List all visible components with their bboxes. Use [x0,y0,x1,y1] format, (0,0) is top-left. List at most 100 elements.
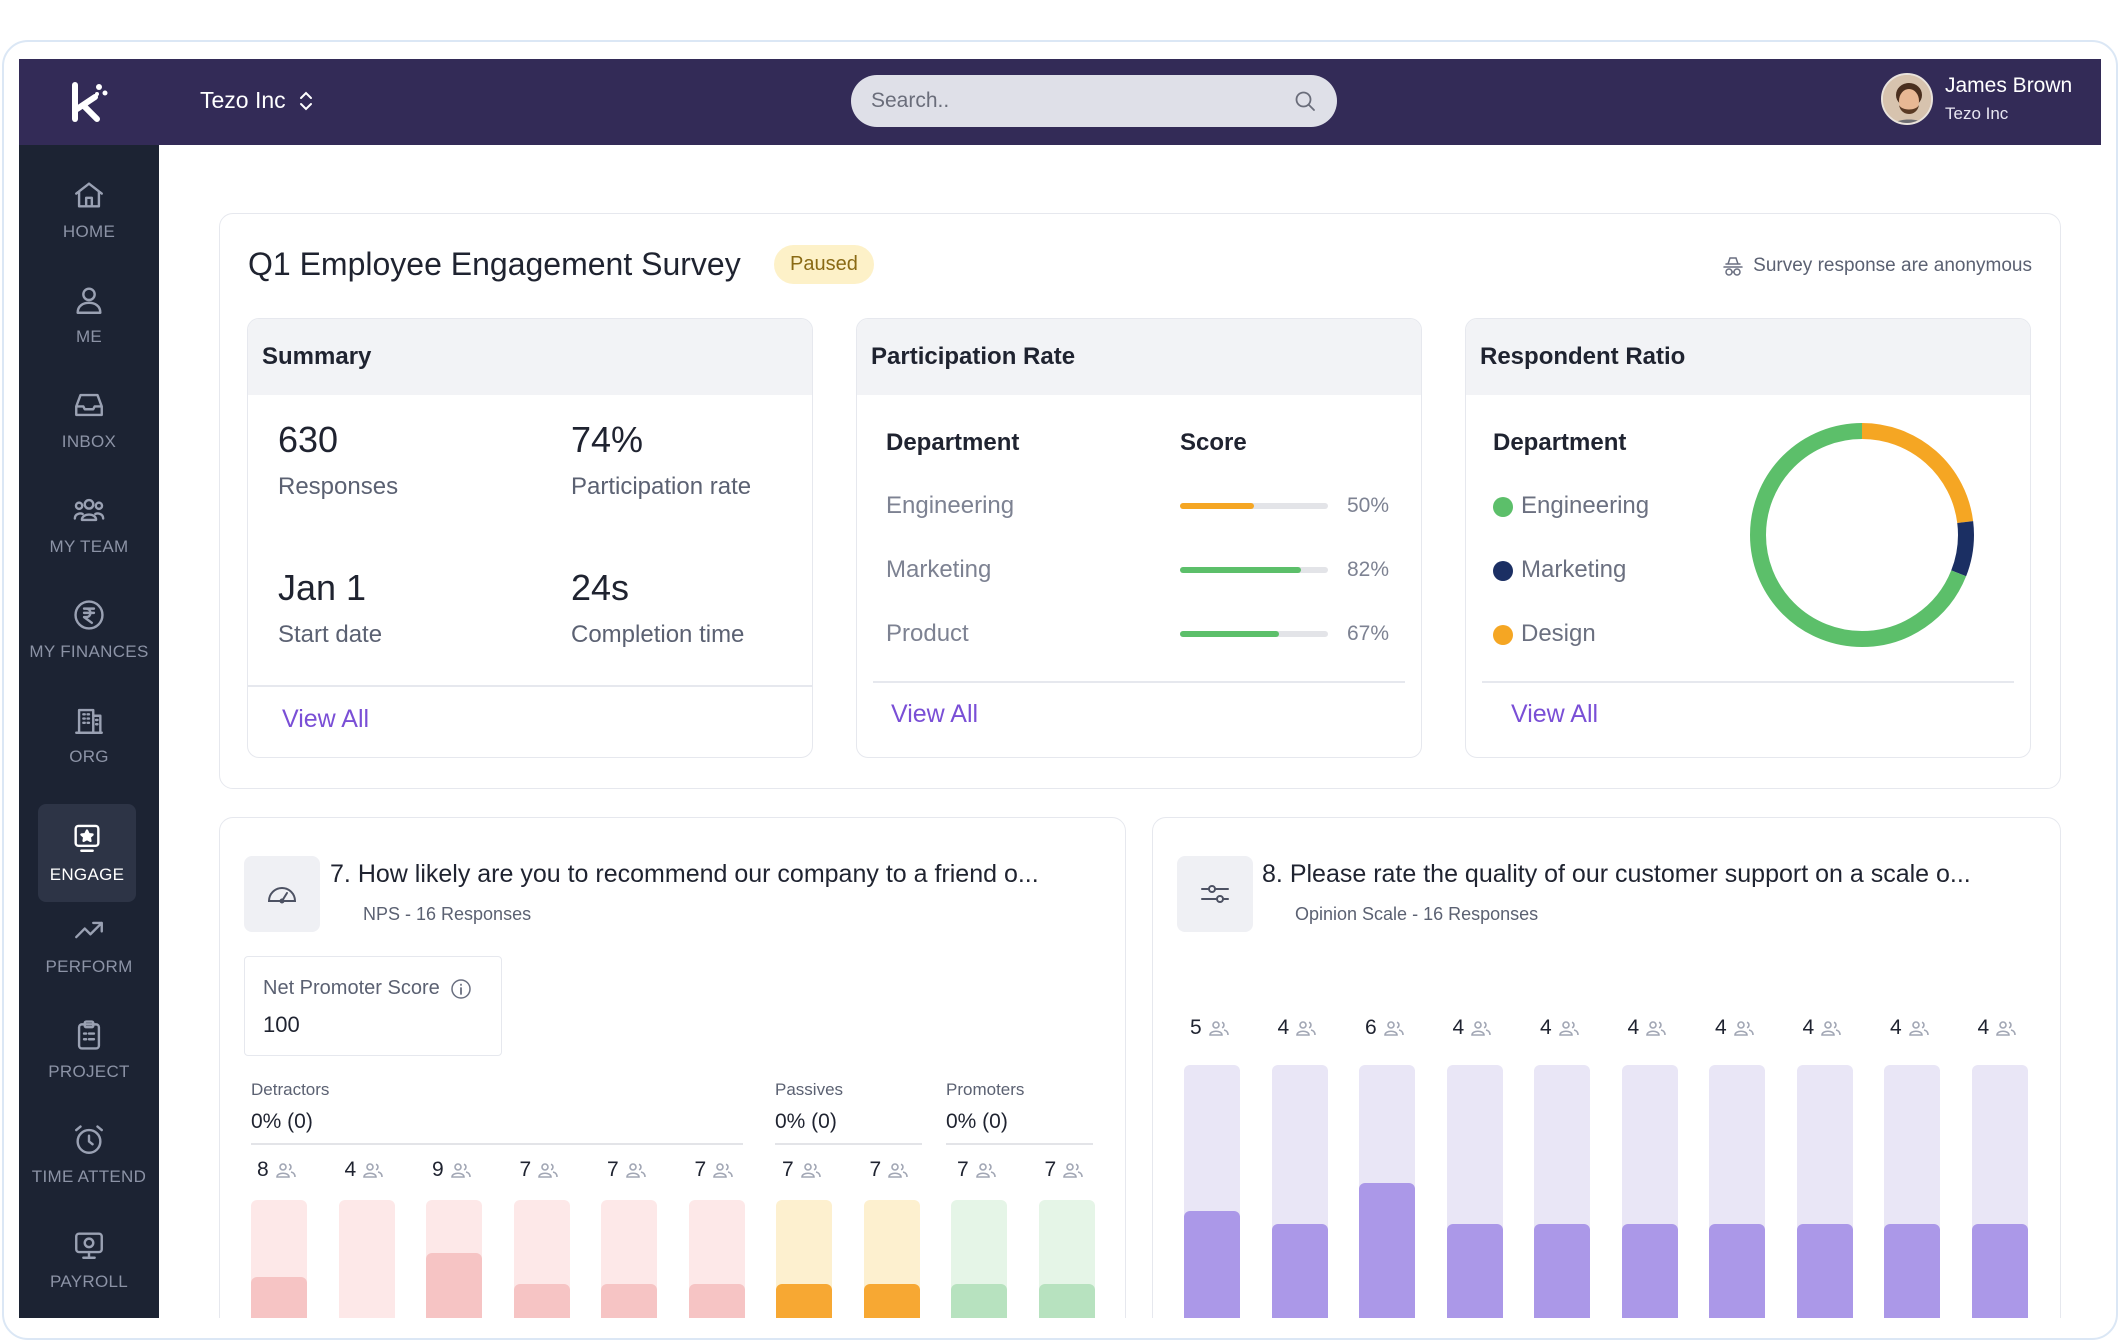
divider [1482,681,2014,683]
participation-view-all-link[interactable]: View All [891,700,979,728]
sidebar-item-label: PAYROLL [49,1272,128,1291]
bar-fill [513,1284,570,1318]
bar[interactable] [426,1200,482,1318]
bar-count-value: 4 [1277,1016,1290,1039]
legend-label: Marketing [1521,556,1627,583]
bar-count: 8 [257,1158,297,1182]
bar[interactable] [1796,1065,1853,1318]
bar-count-value: 8 [257,1158,269,1181]
bar[interactable] [1621,1065,1678,1318]
detractors-group: Detractors 0% (0) [251,1080,329,1134]
bar[interactable] [601,1200,657,1318]
sidebar-item-engage[interactable]: ENGAGE [38,804,136,902]
status-badge: Paused [774,245,874,284]
question-text: How likely are you to recommend our comp… [357,860,1039,888]
department-name: Engineering [886,492,1015,519]
sidebar-item-my-finances[interactable]: MY FINANCES [19,581,159,679]
bar[interactable] [688,1200,745,1318]
bar-count-value: 7 [782,1158,794,1181]
bar[interactable] [1534,1065,1590,1318]
bar[interactable] [513,1200,570,1318]
search-bar[interactable] [851,75,1337,127]
people-icon [1471,1021,1491,1036]
search-icon[interactable] [1293,89,1317,113]
sidebar-item-payroll[interactable]: PAYROLL [19,1211,159,1309]
info-icon[interactable] [450,978,472,1000]
bar-count-value: 4 [1977,1016,1990,1039]
summary-heading: Summary [248,319,812,395]
bar-count-value: 7 [607,1158,619,1181]
people-icon [1208,1021,1229,1036]
bar[interactable] [338,1200,395,1318]
anonymous-note-text: Survey response are anonymous [1753,255,2032,276]
bar[interactable] [776,1200,832,1318]
respondent-view-all-link[interactable]: View All [1511,700,1599,728]
sidebar-item-me[interactable]: ME [19,266,159,364]
score-percent: 50% [1347,494,1390,517]
survey-overview-card: Q1 Employee Engagement Survey Paused Sur… [219,213,2061,789]
sidebar-item-home[interactable]: HOME [19,161,159,259]
people-icon [1383,1021,1404,1036]
bar-count-value: 7 [694,1158,707,1181]
app-logo[interactable] [19,59,159,145]
sidebar-item-project[interactable]: PROJECT [19,1001,159,1099]
search-input[interactable] [871,89,1293,113]
score-bar-fill [1180,567,1302,573]
bar[interactable] [1884,1065,1940,1318]
people-icon [1558,1021,1579,1036]
team-icon [73,498,105,522]
donut-slice-marketing [1750,423,1974,647]
bar-count: 4 [345,1158,385,1182]
rupee-icon [74,600,104,630]
bar[interactable] [951,1200,1007,1318]
gauge-icon [267,887,297,904]
score-column-header: Score [1180,429,1247,456]
question-title: 7. How likely are you to recommend our c… [330,860,1039,889]
bar[interactable] [863,1200,920,1318]
score-percent: 67% [1347,622,1390,645]
score-bar [1180,503,1328,509]
bar[interactable] [1271,1065,1328,1318]
bar-fill [1971,1224,2028,1318]
bar-count-value: 4 [1627,1016,1640,1039]
user-menu[interactable]: James Brown Tezo Inc [1881,73,2072,125]
star-badge-icon [74,824,100,852]
bar[interactable] [1038,1200,1095,1318]
sidebar-item-label: MY TEAM [49,537,129,556]
bar-count: 7 [607,1158,647,1182]
divider [248,685,812,687]
bar[interactable] [251,1200,307,1318]
sidebar-item-org[interactable]: ORG [19,686,159,784]
respondent-panel: Respondent Ratio Department Engineering … [1465,318,2031,758]
bar-count-value: 4 [344,1158,357,1181]
bar-count: 7 [870,1158,910,1182]
bar-count: 7 [957,1158,997,1182]
summary-panel: Summary 630 Responses 74% Participation … [247,318,813,758]
avatar[interactable] [1881,73,1933,125]
bar[interactable] [1359,1065,1415,1318]
bar[interactable] [1184,1065,1240,1318]
bar-count: 7 [1045,1158,1085,1182]
department-name: Marketing [886,556,992,583]
bar[interactable] [1971,1065,2028,1318]
bar-count: 4 [1890,1016,1930,1040]
sidebar-item-time-attend[interactable]: TIME ATTEND [19,1106,159,1204]
page-title: Q1 Employee Engagement Survey [248,246,741,282]
score-bar [1180,631,1328,637]
bar[interactable] [1709,1065,1765,1318]
bar[interactable] [1446,1065,1503,1318]
sidebar-item-perform[interactable]: PERFORM [19,896,159,994]
bar-count: 4 [1453,1016,1493,1040]
bar-fill [251,1277,307,1318]
people-icon [1063,1163,1083,1178]
sidebar-item-inbox[interactable]: INBOX [19,371,159,469]
stat-completion-time: 24s Completion time [571,567,744,649]
participation-heading: Participation Rate [857,319,1421,395]
summary-view-all-link[interactable]: View All [282,705,370,733]
topbar: Tezo Inc James Brown Tezo Inc [159,59,2101,145]
stat-responses: 630 Responses [278,419,398,501]
org-switcher[interactable]: Tezo Inc [200,87,314,114]
logo-icon [72,82,108,122]
stat-value: Jan 1 [278,567,367,608]
sidebar-item-my-team[interactable]: MY TEAM [19,476,159,574]
